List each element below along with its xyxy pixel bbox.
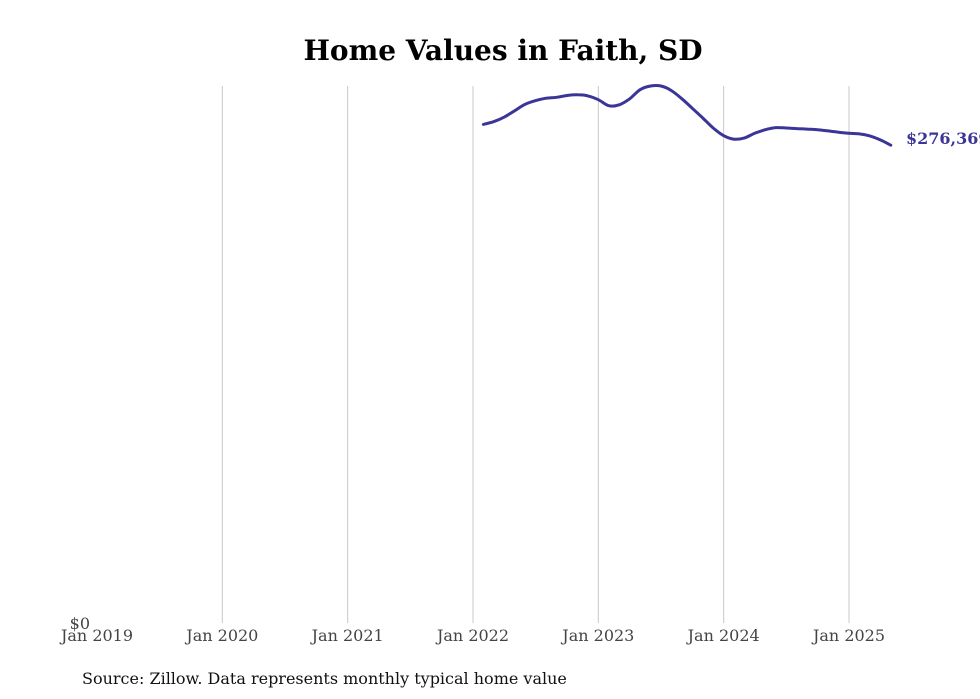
y-axis-ticks: $0 — [70, 614, 90, 633]
x-tick-label: Jan 2022 — [435, 626, 509, 645]
x-tick-label: Jan 2025 — [811, 626, 885, 645]
source-note: Source: Zillow. Data represents monthly … — [82, 669, 567, 688]
end-value-label: $276,369 — [906, 129, 980, 148]
x-tick-label: Jan 2023 — [560, 626, 634, 645]
gridlines — [221, 86, 850, 623]
y-tick-label: $0 — [70, 614, 90, 633]
x-tick-label: Jan 2020 — [184, 626, 258, 645]
x-tick-label: Jan 2019 — [59, 626, 133, 645]
series-line — [481, 83, 893, 147]
series-group — [481, 83, 893, 147]
chart-title: Home Values in Faith, SD — [303, 34, 702, 67]
x-axis-ticks: Jan 2019 Jan 2020 Jan 2021 Jan 2022 Jan 2023… — [59, 626, 885, 645]
x-tick-label: Jan 2021 — [310, 626, 384, 645]
x-tick-label: Jan 2024 — [686, 626, 760, 645]
